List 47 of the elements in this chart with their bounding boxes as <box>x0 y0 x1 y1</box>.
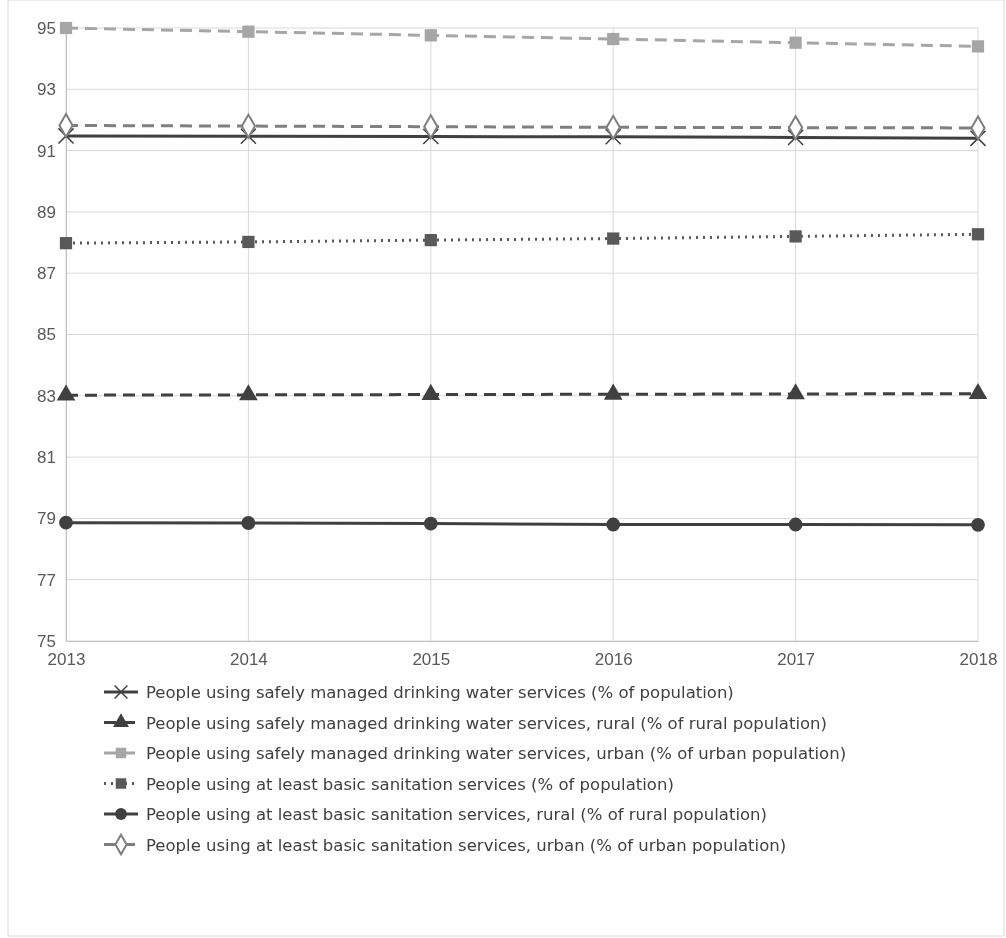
point <box>607 232 620 245</box>
point <box>424 233 437 247</box>
y-tick-label: 75 <box>37 631 56 651</box>
point <box>59 21 73 35</box>
y-tick-label: 93 <box>37 80 56 100</box>
y-tick-label: 79 <box>37 509 56 529</box>
point <box>607 32 620 46</box>
point <box>606 517 621 532</box>
point <box>604 128 622 146</box>
x-tick-label: 2017 <box>777 650 816 670</box>
x-tick-label: 2015 <box>412 650 451 670</box>
y-tick-label: 81 <box>37 448 56 468</box>
x-tick-label: 2018 <box>959 650 998 670</box>
point <box>423 516 438 531</box>
point <box>971 40 985 53</box>
point <box>59 515 73 530</box>
point <box>971 228 985 241</box>
legend-label: People using safely managed drinking water services, rural (% of rural population) <box>146 713 827 733</box>
y-tick-label: 89 <box>37 202 56 222</box>
y-tick-label: 85 <box>37 325 56 345</box>
y-tick-label: 95 <box>37 18 56 38</box>
point <box>240 127 257 145</box>
point <box>788 517 803 532</box>
y-tick-label: 91 <box>37 141 56 161</box>
point <box>969 130 987 147</box>
y-tick-label: 87 <box>37 264 56 284</box>
point <box>424 29 437 42</box>
point <box>422 128 440 145</box>
x-tick-label: 2014 <box>229 650 268 670</box>
point <box>971 517 985 532</box>
point <box>789 230 802 243</box>
x-tick-label: 2016 <box>594 650 633 670</box>
legend-label: People using safely managed drinking water services (% of population) <box>146 683 734 702</box>
x-tick-label: 2013 <box>47 650 86 670</box>
point <box>242 25 255 38</box>
point <box>241 516 256 530</box>
point <box>789 36 802 49</box>
point <box>787 129 804 146</box>
y-tick-label: 83 <box>37 386 56 406</box>
y-tick-label: 77 <box>37 570 56 590</box>
point <box>57 127 75 145</box>
point <box>59 237 73 250</box>
legend-label: People using at least basic sanitation services, urban (% of urban population) <box>146 835 787 855</box>
legend-label: People using at least basic sanitation services (% of population) <box>146 774 674 794</box>
legend-label: People using safely managed drinking water services, urban (% of urban population) <box>146 744 847 763</box>
legend-label: People using at least basic sanitation services, rural (% of rural population) <box>146 805 767 824</box>
point <box>242 235 255 249</box>
